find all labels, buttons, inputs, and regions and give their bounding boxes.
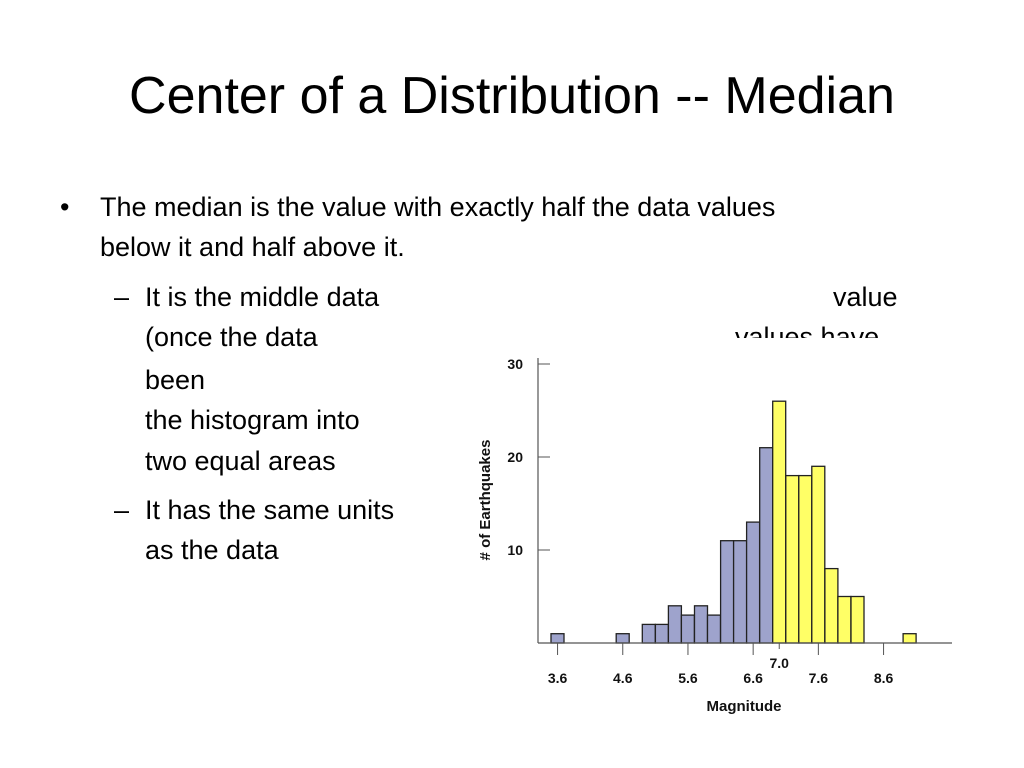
histogram-bar — [837, 595, 852, 644]
sub1-line-4: the histogram into — [145, 405, 360, 435]
histogram-bar — [550, 633, 565, 644]
histogram-bar — [680, 614, 696, 644]
sub1-line-1: It is the middle data — [145, 282, 380, 312]
magnitude-histogram: 10 20 30 3.6 4.6 5.6 6.6 7.0 7.6 8.6 # of Earthqu… — [430, 338, 990, 738]
bullet-line-1: The median is the value with exactly hal… — [100, 192, 776, 222]
x-tick-label: 7.6 — [809, 670, 829, 686]
histogram-bar — [811, 465, 826, 644]
histogram-bar — [615, 633, 630, 644]
sub-bullet-dash-2: – — [114, 495, 130, 525]
histogram-bar — [824, 567, 839, 644]
slide-title: Center of a Distribution -- Median — [129, 67, 895, 125]
sub-bullet-dash-1: – — [114, 282, 130, 312]
histogram-bar — [654, 623, 670, 644]
chart-background — [430, 338, 990, 738]
y-tick-label: 10 — [507, 542, 523, 558]
sub1-line-3: been — [145, 365, 206, 395]
sub1-right-1: value — [833, 282, 898, 312]
y-tick-label: 30 — [507, 356, 523, 372]
histogram-bar — [772, 400, 787, 644]
sub2-line-2: as the data — [145, 535, 279, 565]
histogram-bar — [719, 540, 735, 644]
x-tick-label: 3.6 — [548, 670, 568, 686]
histogram-bar — [706, 614, 722, 644]
histogram-bar — [693, 605, 709, 644]
histogram-bar — [902, 633, 917, 644]
histogram-bar — [667, 605, 683, 644]
histogram-bar — [641, 623, 656, 644]
sub2-line-1: It has the same units — [145, 495, 395, 525]
histogram-bar — [785, 474, 800, 644]
axis-ticks: 10 20 30 3.6 4.6 5.6 6.6 7.0 7.6 8.6 — [507, 356, 893, 686]
sub1-line-5: two equal areas — [145, 446, 336, 476]
y-axis-label: # of Earthquakes — [477, 440, 494, 561]
bullet-dot: • — [60, 192, 70, 222]
x-tick-label: 5.6 — [678, 670, 698, 686]
histogram-bar — [732, 540, 748, 644]
y-tick-label: 20 — [507, 449, 523, 465]
histogram-bar — [850, 595, 865, 644]
x-tick-label: 4.6 — [613, 670, 633, 686]
histogram-bar — [759, 447, 774, 644]
histogram-bar — [798, 474, 813, 644]
x-axis-label: Magnitude — [707, 698, 782, 715]
histogram-bars — [550, 400, 917, 644]
histogram-bar — [745, 521, 761, 644]
x-tick-label: 6.6 — [743, 670, 763, 686]
sub1-line-2: (once the data — [145, 322, 318, 352]
median-tick-label: 7.0 — [770, 655, 790, 671]
bullet-line-2: below it and half above it. — [100, 232, 405, 262]
x-tick-label: 8.6 — [874, 670, 894, 686]
